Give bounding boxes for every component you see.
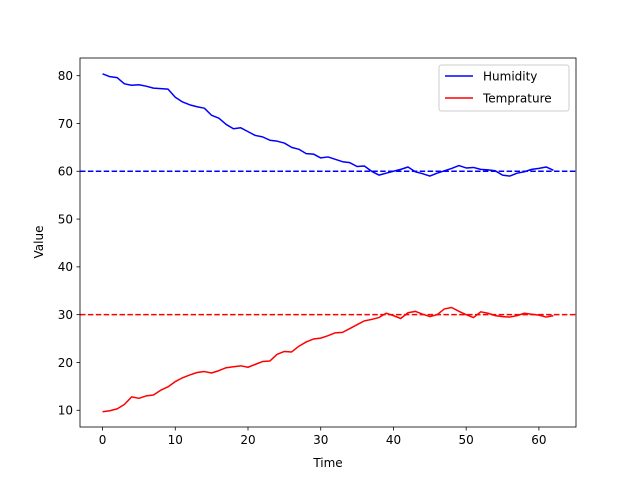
plot-area <box>80 73 576 413</box>
y-tick-label: 50 <box>58 212 73 226</box>
x-axis-label: Time <box>312 456 342 470</box>
legend-label-temprature: Temprature <box>482 91 552 105</box>
y-tick-label: 20 <box>58 356 73 370</box>
x-tick-label: 0 <box>99 433 107 447</box>
legend: Humidity Temprature <box>438 64 570 112</box>
x-tick-label: 40 <box>386 433 401 447</box>
legend-label-humidity: Humidity <box>483 69 537 83</box>
axes-frame <box>79 57 577 428</box>
series-line-humidity <box>102 73 554 177</box>
x-tick-label: 50 <box>459 433 474 447</box>
x-tick-label: 60 <box>531 433 546 447</box>
y-axis-label: Value <box>32 226 46 259</box>
axes: 0 10 20 30 40 50 60 10 20 30 40 50 60 70 80 <box>58 57 577 447</box>
x-tick-label: 30 <box>313 433 328 447</box>
y-tick-label: 40 <box>58 260 73 274</box>
series-line-temprature <box>102 306 554 413</box>
y-tick-label: 10 <box>58 404 73 418</box>
y-tick-label: 70 <box>58 117 73 131</box>
x-tick-label: 10 <box>168 433 183 447</box>
x-tick-label: 20 <box>240 433 255 447</box>
y-tick-label: 60 <box>58 165 73 179</box>
y-tick-label: 80 <box>58 69 73 83</box>
y-tick-label: 30 <box>58 308 73 322</box>
